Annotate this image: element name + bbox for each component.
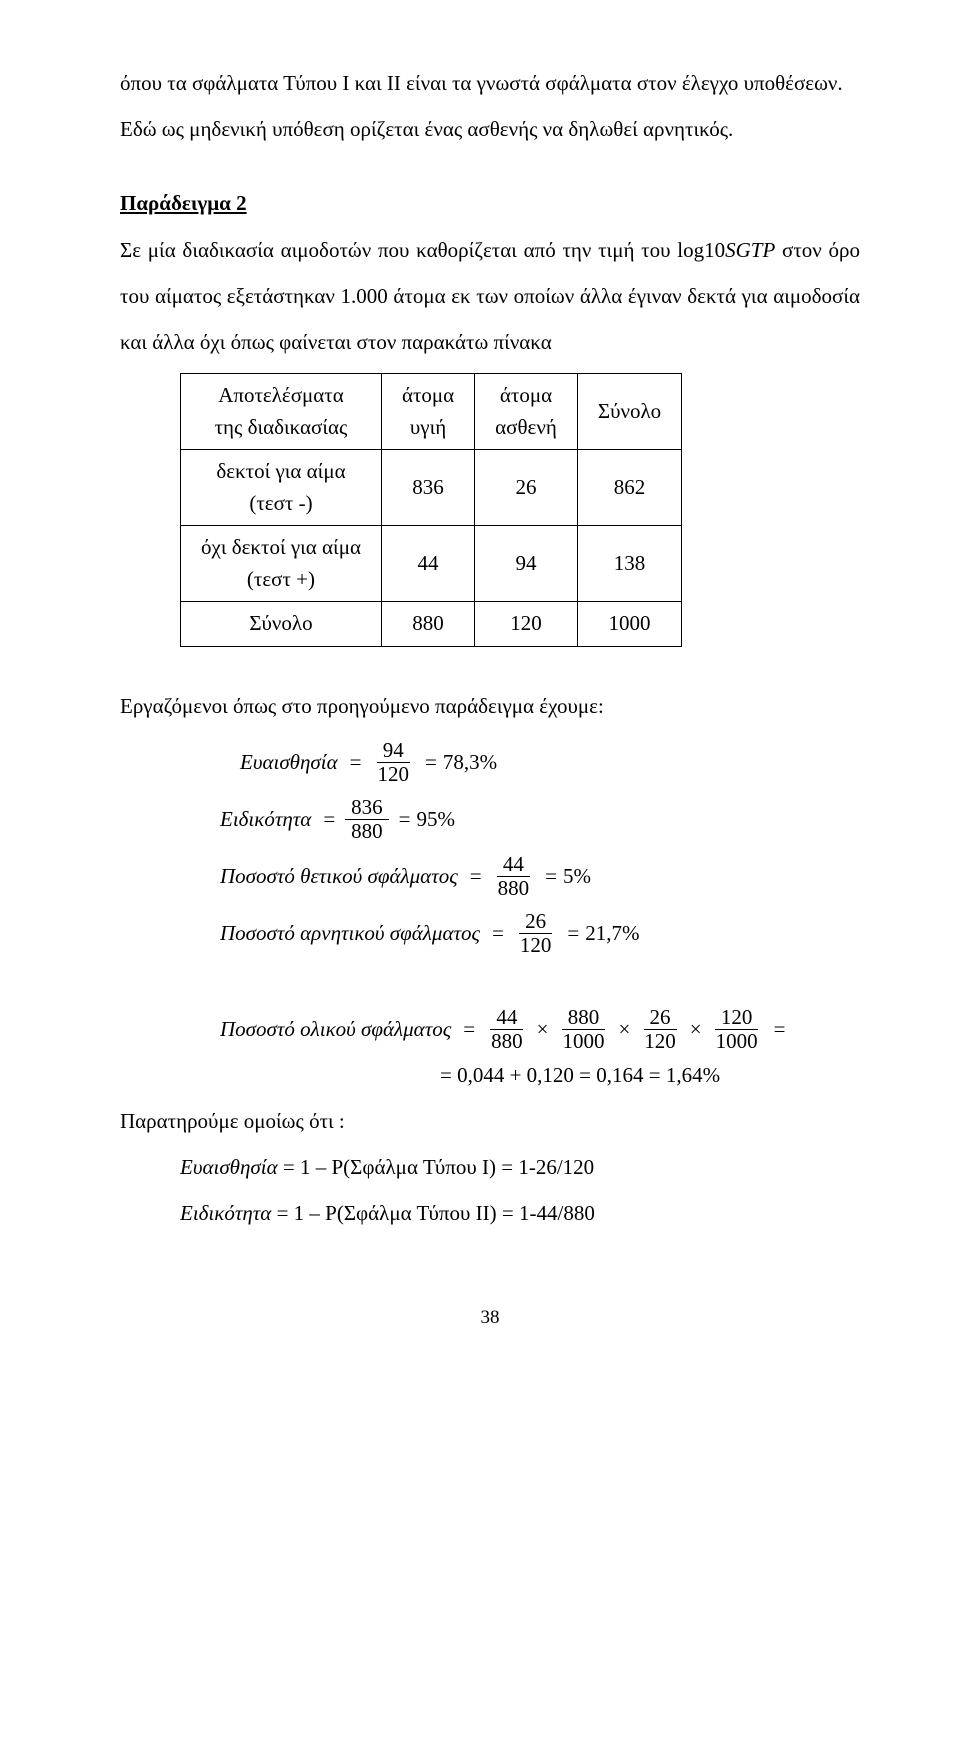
table-row: δεκτοί για αίμα(τεστ -) 836 26 862	[181, 450, 682, 526]
formula-neg-error: Ποσοστό αρνητικού σφάλματος= 26120 =21,7…	[220, 910, 860, 957]
work-intro: Εργαζόμενοι όπως στο προηγούμενο παράδει…	[120, 683, 860, 729]
table-header-healthy: άτομαυγιή	[381, 374, 474, 450]
page-number: 38	[120, 1297, 860, 1339]
formula-total-error-line2: = 0,044 + 0,120 = 0,164 = 1,64%	[440, 1063, 860, 1088]
observation-intro: Παρατηρούμε ομοίως ότι :	[120, 1098, 860, 1144]
formula-sensitivity: Ευαισθησία= 94120 =78,3%	[240, 739, 860, 786]
intro-line1: όπου τα σφάλματα Τύπου Ι και ΙΙ είναι τα…	[120, 60, 860, 106]
example-title: Παράδειγμα 2	[120, 191, 247, 215]
intro-line2: Εδώ ως μηδενική υπόθεση ορίζεται ένας ασ…	[120, 106, 860, 152]
formula-pos-error: Ποσοστό θετικού σφάλματος= 44880 =5%	[220, 853, 860, 900]
table-header-sick: άτομαασθενή	[475, 374, 578, 450]
table-row: όχι δεκτοί για αίμα(τεστ +) 44 94 138	[181, 526, 682, 602]
example-paragraph: Σε μία διαδικασία αιμοδοτών που καθορίζε…	[120, 227, 860, 366]
formula-specificity: Ειδικότητα= 836880 =95%	[220, 796, 860, 843]
observation-specificity: Ειδικότητα = 1 – Ρ(Σφάλμα Τύπου ΙΙ) = 1-…	[180, 1190, 860, 1236]
observation-sensitivity: Ευαισθησία = 1 – Ρ(Σφάλμα Τύπου Ι) = 1-2…	[180, 1144, 860, 1190]
formula-total-error-line1: Ποσοστό ολικού σφάλματος= 44880 × 880100…	[220, 1006, 860, 1053]
table-row: Σύνολο 880 120 1000	[181, 602, 682, 647]
results-table: Αποτελέσματατης διαδικασίας άτομαυγιή άτ…	[180, 373, 682, 647]
table-header-results: Αποτελέσματατης διαδικασίας	[181, 374, 382, 450]
table-header-total: Σύνολο	[577, 374, 681, 450]
